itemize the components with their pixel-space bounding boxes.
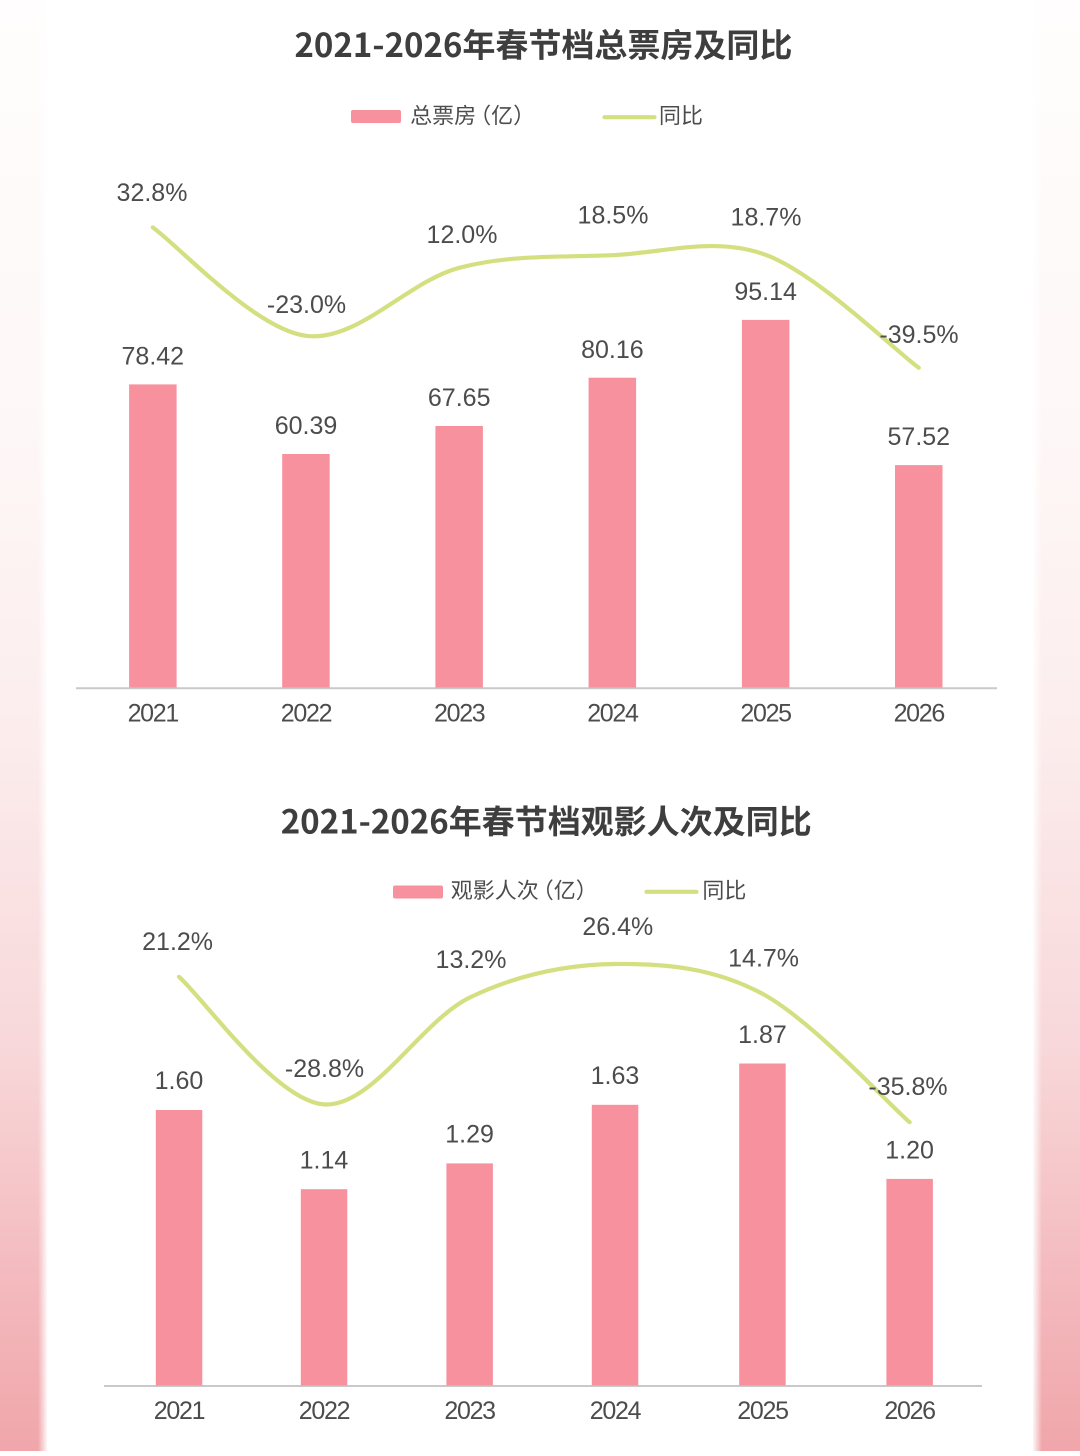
svg-text:95.14: 95.14 [734,278,797,306]
svg-text:-23.0%: -23.0% [267,291,346,319]
svg-text:12.0%: 12.0% [427,221,498,249]
svg-text:2024: 2024 [590,1397,642,1425]
svg-text:2023: 2023 [434,699,485,727]
svg-text:1.20: 1.20 [885,1136,934,1164]
svg-text:60.39: 60.39 [275,412,338,440]
svg-text:2023: 2023 [444,1397,495,1425]
svg-text:14.7%: 14.7% [728,945,799,973]
svg-text:2025: 2025 [737,1397,788,1425]
svg-text:2022: 2022 [299,1397,350,1425]
svg-text:80.16: 80.16 [581,336,644,364]
svg-text:13.2%: 13.2% [436,946,507,974]
svg-text:26.4%: 26.4% [582,913,653,941]
svg-text:18.5%: 18.5% [578,202,649,230]
svg-text:2025: 2025 [740,699,791,727]
svg-text:-39.5%: -39.5% [879,321,958,349]
svg-text:1.14: 1.14 [300,1147,349,1175]
svg-text:78.42: 78.42 [122,343,185,371]
svg-text:32.8%: 32.8% [117,179,188,207]
svg-text:-35.8%: -35.8% [868,1073,947,1101]
svg-text:2021: 2021 [128,699,179,727]
svg-text:57.52: 57.52 [888,423,951,451]
svg-text:1.29: 1.29 [445,1121,494,1149]
svg-text:2026: 2026 [884,1397,935,1425]
svg-text:2024: 2024 [587,699,639,727]
svg-text:2026: 2026 [894,699,945,727]
svg-text:2022: 2022 [281,699,332,727]
svg-text:1.87: 1.87 [738,1021,787,1049]
svg-text:18.7%: 18.7% [731,203,802,231]
svg-text:1.60: 1.60 [155,1067,204,1095]
svg-text:2021: 2021 [154,1397,205,1425]
svg-text:-28.8%: -28.8% [285,1055,364,1083]
svg-text:21.2%: 21.2% [142,928,213,956]
svg-text:67.65: 67.65 [428,384,491,412]
svg-text:1.63: 1.63 [591,1062,640,1090]
